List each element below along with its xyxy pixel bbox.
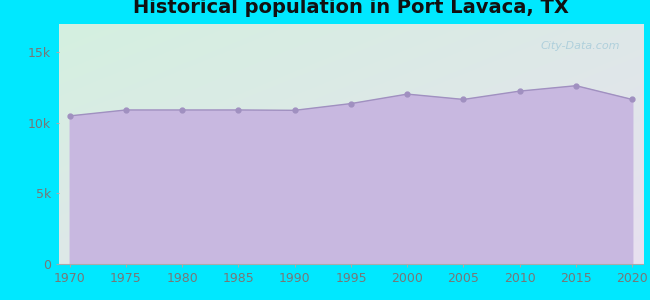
Text: City-Data.com: City-Data.com: [541, 41, 620, 51]
Title: Historical population in Port Lavaca, TX: Historical population in Port Lavaca, TX: [133, 0, 569, 17]
